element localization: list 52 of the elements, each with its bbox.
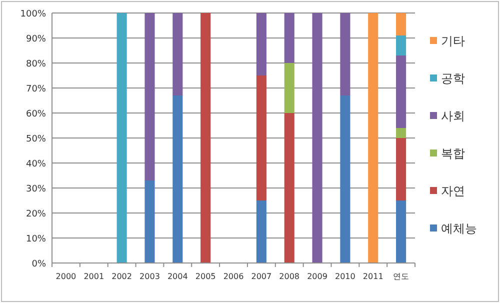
legend-label: 자연 xyxy=(441,184,465,198)
legend-label: 기타 xyxy=(441,34,465,48)
x-tick-label: 2008 xyxy=(279,272,300,281)
bar xyxy=(200,13,211,263)
bar xyxy=(396,13,406,36)
x-tick-label: 2010 xyxy=(335,272,356,281)
x-tick-label: 2001 xyxy=(84,272,104,281)
x-tick-label: 2007 xyxy=(251,272,272,281)
x-tick-label: 2006 xyxy=(223,272,244,281)
x-tick-label: 연도 xyxy=(393,272,410,281)
bar xyxy=(144,180,155,263)
x-tick-label: 2009 xyxy=(307,272,328,281)
legend-label: 복합 xyxy=(441,146,465,160)
y-tick-label: 60% xyxy=(26,110,46,120)
bar xyxy=(396,36,406,56)
x-tick-label: 2005 xyxy=(195,272,216,281)
bar xyxy=(284,13,294,63)
y-tick-label: 0% xyxy=(32,260,46,270)
legend-label: 예체능 xyxy=(441,222,477,236)
bar xyxy=(312,13,322,263)
bar xyxy=(396,56,406,128)
x-tick-label: 2000 xyxy=(56,272,76,281)
bar xyxy=(256,13,266,76)
bar xyxy=(144,13,155,180)
bar xyxy=(340,13,350,96)
y-tick-label: 100% xyxy=(20,10,46,20)
y-tick-label: 30% xyxy=(26,184,46,194)
legend-label: 사회 xyxy=(441,109,465,123)
y-tick-label: 80% xyxy=(26,60,46,70)
x-tick-label: 2011 xyxy=(362,272,384,281)
x-tick-label: 2002 xyxy=(112,272,132,281)
bar xyxy=(396,138,406,200)
bar xyxy=(284,63,294,113)
y-tick-label: 70% xyxy=(26,84,46,94)
bar xyxy=(368,13,378,263)
bar xyxy=(396,200,406,263)
bar xyxy=(340,96,350,263)
y-tick-label: 90% xyxy=(26,34,46,44)
bar xyxy=(116,13,127,263)
y-tick-label: 20% xyxy=(26,210,46,220)
bar xyxy=(256,76,266,200)
legend-label: 공학 xyxy=(441,72,465,86)
bar xyxy=(284,113,294,263)
y-tick-label: 40% xyxy=(26,160,46,170)
bar xyxy=(396,128,406,138)
bar xyxy=(256,200,266,263)
y-tick-label: 10% xyxy=(26,234,46,244)
x-tick-label: 2003 xyxy=(140,272,160,281)
bar xyxy=(172,13,183,96)
x-tick-label: 2004 xyxy=(167,272,188,281)
bar xyxy=(172,96,183,263)
y-tick-label: 50% xyxy=(26,134,46,144)
